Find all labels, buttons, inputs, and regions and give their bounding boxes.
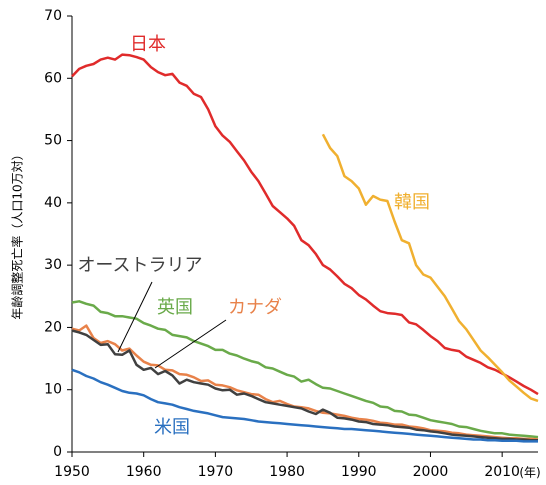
y-tick-label: 40 <box>44 195 62 211</box>
y-tick-label: 30 <box>44 257 62 273</box>
series-line <box>71 324 539 441</box>
series-line <box>71 300 539 439</box>
y-tick-label: 0 <box>53 444 62 460</box>
x-tick-label: 2000 <box>413 464 449 480</box>
series-line <box>71 329 538 442</box>
x-tick-label: 2010 <box>484 464 520 480</box>
series-label: 韓国 <box>394 192 430 213</box>
series-label: カナダ <box>228 297 282 318</box>
series-label: 米国 <box>154 417 190 438</box>
y-axis-label: 年齢調整死亡率（人口10万対） <box>10 148 25 319</box>
y-tick-label: 50 <box>44 133 62 149</box>
x-tick-label: 1970 <box>198 464 234 480</box>
series-label: 英国 <box>157 297 193 318</box>
x-tick-label: 1990 <box>341 464 377 480</box>
x-unit-label: (年) <box>519 466 540 480</box>
y-tick-label: 60 <box>44 70 62 86</box>
y-tick-label: 70 <box>44 8 62 24</box>
y-tick-label: 10 <box>44 382 62 398</box>
y-tick-label: 20 <box>44 319 62 335</box>
x-tick-label: 1980 <box>269 464 305 480</box>
leader-line <box>154 319 227 369</box>
series-label: オーストラリア <box>77 255 202 276</box>
leader-line <box>117 281 153 353</box>
x-tick-label: 1960 <box>126 464 162 480</box>
series-line <box>71 53 539 396</box>
x-tick-label: 1950 <box>54 464 90 480</box>
series-line <box>321 133 539 403</box>
series-line <box>71 368 538 443</box>
series-label: 日本 <box>130 34 166 55</box>
